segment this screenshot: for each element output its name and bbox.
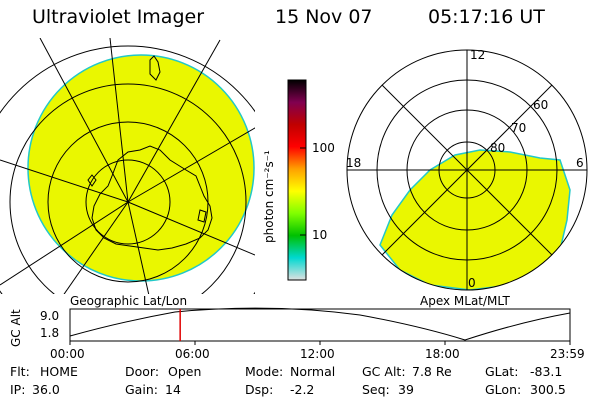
- mlt-label-18: 18: [346, 156, 362, 170]
- mlt-label-12: 12: [470, 48, 486, 62]
- timeline-plot: [69, 307, 571, 345]
- ip-value: 36.0: [32, 382, 60, 397]
- timeline-xtick: 12:00: [300, 347, 335, 361]
- gc-alt-label: GC Alt:: [362, 364, 406, 379]
- mlt-label-0: 0: [468, 276, 476, 290]
- timeline-ticks: [69, 341, 571, 345]
- coastline: [87, 55, 213, 251]
- mlt-meridians: [347, 50, 587, 290]
- seq-value: 39: [398, 382, 414, 397]
- timeline-xtick: 23:59: [550, 347, 585, 361]
- mlat-label-80: 80: [490, 141, 506, 155]
- mlat-label-60: 60: [533, 98, 549, 112]
- instrument-title: Ultraviolet Imager: [32, 6, 205, 28]
- colorbar-tick-10: 10: [312, 228, 328, 242]
- geographic-map: [0, 38, 255, 294]
- flight-label: Flt:: [10, 364, 30, 379]
- gain-label: Gain:: [125, 382, 158, 397]
- mode-label: Mode:: [245, 364, 284, 379]
- gain-value: 14: [165, 382, 181, 397]
- mode-value: Normal: [290, 364, 336, 379]
- date-label: 15 Nov 07: [275, 6, 373, 28]
- mlat-label-70: 70: [511, 121, 527, 135]
- longitude-meridians: [0, 38, 255, 294]
- glat-label: GLat:: [485, 364, 519, 379]
- gc-alt-value: 7.8 Re: [412, 364, 452, 379]
- seq-label: Seq:: [362, 382, 390, 397]
- apex-caption: Apex MLat/MLT: [420, 294, 510, 308]
- timeline-xtick: 18:00: [425, 347, 460, 361]
- colorbar-tick-100: 100: [312, 141, 335, 155]
- colorbar: [287, 79, 307, 281]
- door-label: Door:: [125, 364, 160, 379]
- ip-label: IP:: [10, 382, 26, 397]
- glon-label: GLon:: [485, 382, 522, 397]
- door-value: Open: [168, 364, 202, 379]
- timeline-axis-label: GC Alt: [9, 309, 23, 347]
- timeline-xtick: 06:00: [175, 347, 210, 361]
- geographic-caption: Geographic Lat/Lon: [70, 294, 188, 308]
- mlt-label-6: 6: [576, 156, 584, 170]
- dsp-value: -2.2: [290, 382, 315, 397]
- timeline-ytick-top: 9.0: [40, 309, 60, 323]
- left-emission-disk: [28, 55, 254, 281]
- gc-altitude-curve: [69, 307, 571, 341]
- time-label: 05:17:16 UT: [428, 6, 545, 28]
- flight-value: HOME: [40, 364, 78, 379]
- dsp-label: Dsp:: [245, 382, 274, 397]
- glon-value: 300.5: [530, 382, 566, 397]
- right-emission-region: [379, 149, 571, 290]
- timeline-ytick-bottom: 1.8: [40, 326, 60, 340]
- glat-value: -83.1: [530, 364, 563, 379]
- timeline-xtick: 00:00: [50, 347, 85, 361]
- polar-plot: [346, 49, 588, 291]
- colorbar-unit-label: photon cm⁻²s⁻¹: [262, 150, 276, 243]
